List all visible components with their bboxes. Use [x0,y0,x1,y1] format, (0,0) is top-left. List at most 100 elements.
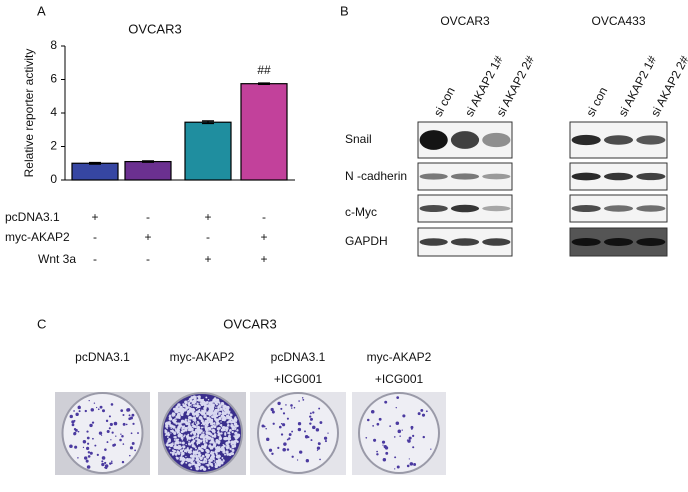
colony [280,422,283,425]
condition-label: pcDNA3.1 [5,210,60,224]
colony [220,421,222,423]
colony [101,460,104,463]
colony [223,428,225,430]
colony [194,447,197,450]
colony [89,451,93,455]
colony [327,432,329,434]
colony [193,461,196,463]
colony [399,435,401,437]
condition-sign: - [93,230,97,244]
colony [113,443,117,447]
colony [164,434,167,436]
colony [205,428,209,432]
chart-title: OVCAR3 [128,21,181,36]
colony [195,456,199,459]
colony [197,462,201,467]
colony [224,453,227,456]
colony [170,432,172,434]
condition-sign: + [144,230,151,244]
colony [191,444,195,448]
colony [376,450,378,453]
colony [199,467,202,470]
colony [207,424,209,427]
colony [69,444,73,448]
condition-sign: - [146,210,150,224]
colony [217,431,220,434]
colony [219,424,222,427]
colony [226,426,228,428]
colony [265,428,267,430]
colony [417,412,421,416]
colony [174,409,179,414]
colony [230,442,233,444]
colony [230,452,235,456]
colony [211,464,214,467]
colony [197,413,200,416]
colony [192,416,197,420]
colony [202,437,204,439]
colony [181,438,184,441]
colony [96,406,98,409]
condition-sign: - [146,252,150,266]
colony [193,398,197,401]
colony [182,448,185,451]
colony [226,446,229,450]
colony [211,453,215,457]
colony [231,448,235,453]
colony [412,446,415,449]
colony [185,455,187,458]
colony [177,433,181,437]
colony [283,442,287,446]
colony [285,404,287,406]
colony [184,408,187,411]
colony [169,426,171,428]
colony [209,415,211,417]
colony [196,449,199,452]
condition-sign: + [204,210,211,224]
protein-label: c-Myc [345,205,377,219]
colony [202,426,204,428]
colony [206,411,210,415]
colony [180,436,184,440]
colony [406,439,409,441]
colony [291,407,293,409]
colony [203,440,206,443]
colony [205,459,208,462]
colony [188,463,192,467]
colony [304,430,306,433]
colony [421,413,426,417]
colony [199,439,203,443]
colony [197,395,201,399]
band [603,238,634,246]
colony [395,407,397,409]
colony [209,408,212,410]
colony [309,412,312,415]
cell-line-label: OVCAR3 [440,14,490,28]
colony [205,396,208,399]
colony [93,402,96,404]
colony [221,411,226,416]
colony [120,409,124,412]
colony [408,458,410,460]
colony [197,434,200,437]
colony [207,417,212,421]
colony [218,426,221,430]
colony [131,413,135,417]
band [450,238,480,246]
colony [180,442,182,444]
colony [301,397,304,399]
colony [179,446,182,449]
colony [131,442,135,445]
colony [420,408,424,412]
colony [199,456,203,460]
colony [383,445,387,449]
colony [166,441,169,444]
colony [231,430,234,434]
band [482,132,511,148]
colony [205,431,209,435]
colony [109,422,113,427]
colony [176,450,180,454]
colony [200,460,203,463]
colony [204,426,208,429]
colony [111,460,113,463]
